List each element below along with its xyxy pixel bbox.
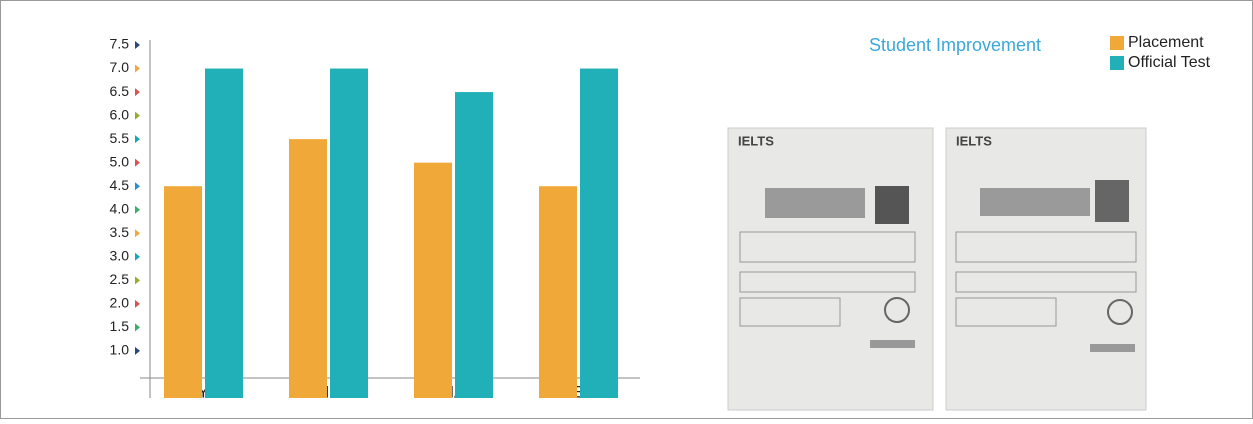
certificate-title: IELTS [956,133,992,148]
certificate-title: IELTS [738,133,774,148]
y-tick-marker [135,41,140,49]
certificate: IELTS [945,127,1147,411]
legend-swatch [1110,56,1124,70]
y-tick-marker [135,158,140,167]
bar [539,186,577,398]
y-tick-label: 6.0 [110,106,130,122]
y-tick-label: 2.5 [110,271,130,287]
legend-label: Official Test [1128,54,1211,71]
y-tick-marker [135,252,140,261]
bar [414,162,452,398]
bar [455,92,493,399]
y-tick-label: 7.0 [110,59,130,75]
bar [289,139,327,398]
y-tick-marker [135,346,140,355]
y-tick-marker [135,88,140,97]
bar [330,68,368,399]
y-tick-marker [135,323,140,332]
y-tick-label: 4.0 [110,200,130,216]
y-tick-label: 1.0 [110,342,130,358]
chart-title: Student Improvement [869,35,1041,55]
y-tick-label: 6.5 [110,83,130,99]
y-tick-marker [135,276,140,285]
y-tick-marker [135,229,140,238]
y-tick-marker [135,205,140,214]
y-tick-label: 4.5 [110,177,130,193]
y-tick-marker [135,64,140,73]
y-tick-label: 3.0 [110,248,130,264]
bar [205,68,243,399]
y-tick-label: 7.5 [110,36,130,52]
certificate: IELTS [727,127,934,411]
legend-swatch [1110,36,1124,50]
legend-label: Placement [1128,34,1204,51]
y-tick-label: 2.0 [110,295,130,311]
y-tick-label: 5.0 [110,153,130,169]
y-tick-label: 5.5 [110,130,130,146]
y-tick-marker [135,299,140,308]
y-tick-label: 3.5 [110,224,130,240]
bar [580,68,618,399]
y-tick-marker [135,111,140,120]
y-tick-label: 1.5 [110,318,130,334]
bar [164,186,202,398]
y-tick-marker [135,182,140,191]
y-tick-marker [135,135,140,144]
